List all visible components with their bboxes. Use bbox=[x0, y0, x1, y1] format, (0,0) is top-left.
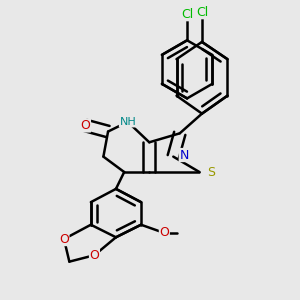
Text: N: N bbox=[179, 148, 189, 161]
Text: S: S bbox=[207, 166, 215, 178]
Text: O: O bbox=[80, 119, 90, 132]
Text: O: O bbox=[159, 226, 169, 239]
Text: O: O bbox=[89, 249, 99, 262]
Text: Cl: Cl bbox=[181, 8, 193, 21]
Text: NH: NH bbox=[119, 117, 136, 127]
Text: Cl: Cl bbox=[196, 6, 208, 19]
Text: O: O bbox=[59, 232, 69, 246]
